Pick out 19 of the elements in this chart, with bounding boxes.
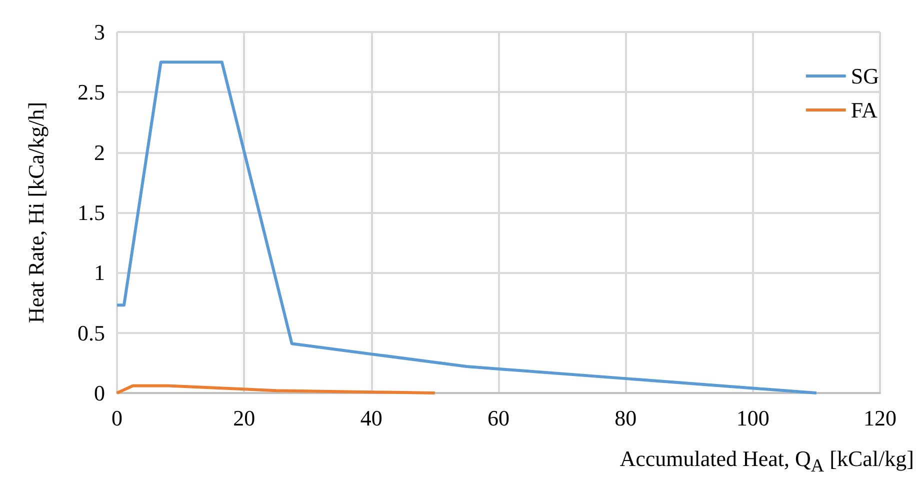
y-tick-label: 1	[94, 260, 105, 286]
y-axis-title: Heat Rate, Hi [kCa/kg/h]	[24, 102, 48, 324]
x-tick-label: 80	[614, 406, 637, 430]
x-tick-label: 20	[233, 406, 256, 430]
x-axis-title: Accumulated Heat, Q$_{A}$ [kCal/kg]	[620, 446, 914, 478]
line-series	[116, 60, 818, 394]
y-tick-label: 0.5	[78, 320, 105, 346]
x-tick-label: 100	[736, 406, 770, 430]
y-tick-label: 3	[94, 20, 105, 44]
x-tick-label: 60	[488, 406, 510, 430]
x-tick-label: 0	[112, 406, 122, 430]
y-tick-label: 0	[94, 380, 105, 406]
legend-label: SG	[850, 64, 880, 88]
y-tick-label: 1.5	[78, 200, 105, 225]
y-tick-label: 2.5	[78, 80, 105, 105]
x-tick-label: 120	[864, 406, 896, 430]
y-tick-label: 2	[94, 140, 105, 165]
x-tick-label: 40	[360, 406, 382, 430]
legend-label: FA	[850, 98, 878, 122]
